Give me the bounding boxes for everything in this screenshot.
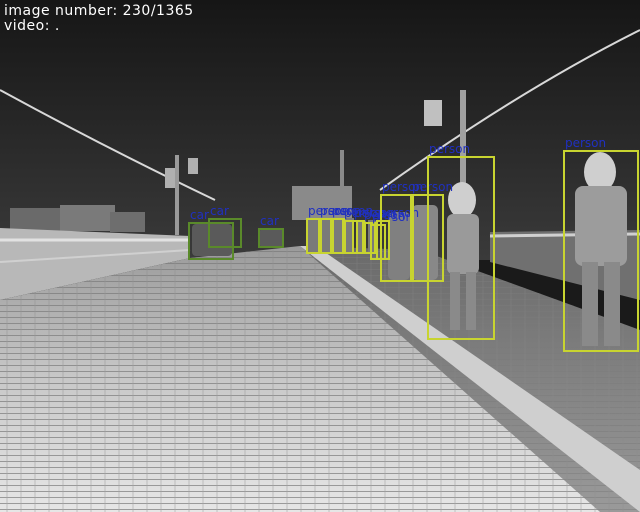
detection-label: person xyxy=(565,136,607,150)
detection-box: person xyxy=(563,136,639,352)
detection-box: car xyxy=(188,208,234,260)
detection-label: person xyxy=(412,180,454,194)
detection-box: person xyxy=(380,180,423,282)
detection-box: person xyxy=(352,206,395,254)
detection-label: person xyxy=(320,204,362,218)
detection-box: person xyxy=(342,206,385,254)
detection-label: person xyxy=(382,180,424,194)
image-number-label: image number: 230/1365 xyxy=(4,3,194,19)
detection-label: person xyxy=(308,204,350,218)
detection-box: car xyxy=(258,214,284,248)
video-label: video: . xyxy=(4,18,60,34)
detection-label: person xyxy=(332,204,374,218)
detection-label: person xyxy=(364,208,406,222)
detection-label: person xyxy=(429,142,471,156)
detection-label: car xyxy=(260,214,279,228)
detection-box: person xyxy=(330,204,373,254)
detection-label: person xyxy=(378,206,420,220)
detection-label: car xyxy=(210,204,229,218)
detection-label: person xyxy=(354,206,396,220)
detection-box: person xyxy=(376,206,419,260)
detection-label: car xyxy=(190,208,209,222)
detection-box: person xyxy=(362,208,405,254)
detection-box: car xyxy=(208,204,242,248)
detection-box: person xyxy=(427,142,495,340)
detection-box: person xyxy=(306,204,349,254)
detection-label: person xyxy=(344,206,386,220)
detection-box: person xyxy=(318,204,361,254)
